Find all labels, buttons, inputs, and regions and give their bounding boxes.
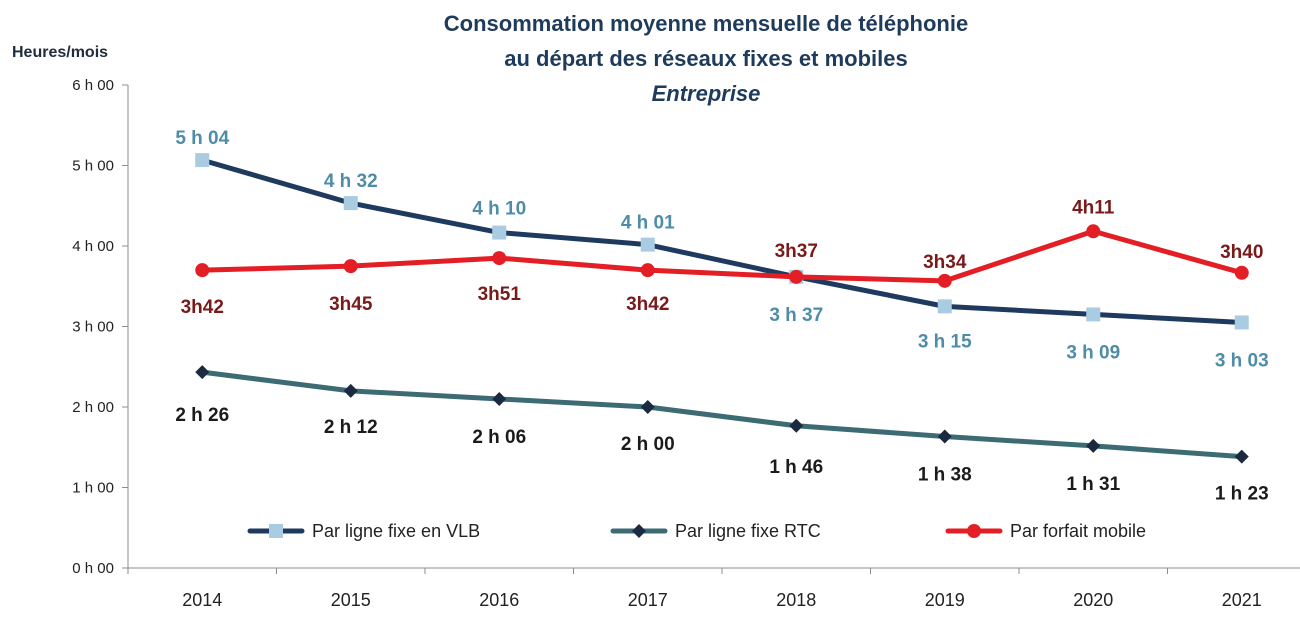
legend-marker [967,524,981,538]
x-tick-label: 2018 [776,590,816,610]
series-line-mobile [202,231,1242,281]
point-rtc [938,430,952,444]
data-label-rtc: 2 h 00 [621,434,675,455]
chart-title-line2: au départ des réseaux fixes et mobiles [504,46,908,71]
data-label-mobile: 3h42 [181,297,224,318]
x-tick-label: 2021 [1222,590,1262,610]
chart-subtitle: Entreprise [652,81,761,106]
y-tick-label: 0 h 00 [72,560,114,577]
x-tick-label: 2019 [925,590,965,610]
point-mobile [938,274,952,288]
point-mobile [641,263,655,277]
data-label-mobile: 4h11 [1072,197,1115,218]
data-label-mobile: 3h37 [775,241,818,262]
legend-item-rtc: Par ligne fixe RTC [613,521,821,541]
legend-label: Par forfait mobile [1010,521,1146,541]
data-label-vlb: 4 h 10 [472,199,526,220]
point-mobile [344,259,358,273]
legend: Par ligne fixe en VLB Par ligne fixe RTC P… [250,521,1146,541]
data-label-mobile: 3h45 [329,294,373,315]
series-line-rtc [202,372,1242,457]
x-tick-label: 2016 [479,590,519,610]
data-label-rtc: 2 h 26 [175,405,229,426]
y-ticks: 0 h 00 1 h 00 2 h 00 3 h 00 4 h 00 5 h 00 6 h … [72,77,128,577]
point-vlb [938,299,952,313]
data-label-mobile: 3h34 [923,252,967,273]
data-label-rtc: 1 h 38 [918,465,972,486]
point-rtc [492,392,506,406]
y-tick-label: 5 h 00 [72,158,114,175]
point-mobile [1235,266,1249,280]
y-axis-label: Heures/mois [12,44,108,61]
legend-label: Par ligne fixe RTC [675,521,821,541]
x-ticks: 2014 2015 2016 2017 2018 2019 2020 2021 [128,568,1262,610]
data-label-mobile: 3h42 [626,294,669,315]
x-tick-label: 2015 [331,590,371,610]
data-label-rtc: 2 h 12 [324,417,378,438]
point-mobile [492,251,506,265]
point-rtc [1086,439,1100,453]
point-rtc [195,365,209,379]
legend-item-mobile: Par forfait mobile [948,521,1146,541]
point-mobile [195,263,209,277]
point-rtc [344,384,358,398]
data-label-vlb: 4 h 01 [621,213,675,234]
chart: Consommation moyenne mensuelle de téléph… [0,0,1300,617]
legend-marker [632,524,646,538]
point-vlb [1235,315,1249,329]
x-tick-label: 2017 [628,590,668,610]
series-mobile [195,224,1249,288]
data-label-vlb: 3 h 09 [1066,342,1120,363]
y-tick-label: 3 h 00 [72,319,114,336]
data-label-rtc: 1 h 46 [769,457,823,478]
y-tick-label: 4 h 00 [72,238,114,255]
point-vlb [492,226,506,240]
series-rtc [195,365,1249,464]
y-tick-label: 2 h 00 [72,399,114,416]
data-label-vlb: 5 h 04 [175,128,229,149]
data-label-rtc: 2 h 06 [472,427,526,448]
data-label-rtc: 1 h 23 [1215,484,1269,505]
data-label-mobile: 3h51 [478,284,522,305]
point-rtc [1235,450,1249,464]
point-rtc [789,419,803,433]
data-label-vlb: 3 h 03 [1215,350,1269,371]
data-label-mobile: 3h40 [1220,242,1263,263]
x-tick-label: 2014 [182,590,222,610]
data-label-vlb: 4 h 32 [324,171,378,192]
x-tick-label: 2020 [1073,590,1113,610]
point-vlb [195,153,209,167]
point-rtc [641,400,655,414]
point-mobile [1086,224,1100,238]
y-tick-label: 1 h 00 [72,480,114,497]
legend-item-vlb: Par ligne fixe en VLB [250,521,480,541]
point-vlb [344,196,358,210]
point-mobile [789,270,803,284]
y-tick-label: 6 h 00 [72,77,114,94]
legend-marker [269,524,283,538]
data-label-rtc: 1 h 31 [1066,474,1120,495]
legend-label: Par ligne fixe en VLB [312,521,480,541]
data-label-vlb: 3 h 15 [918,331,972,352]
data-label-vlb: 3 h 37 [769,305,823,326]
point-vlb [1086,307,1100,321]
point-vlb [641,238,655,252]
chart-title-line1: Consommation moyenne mensuelle de téléph… [444,11,968,36]
